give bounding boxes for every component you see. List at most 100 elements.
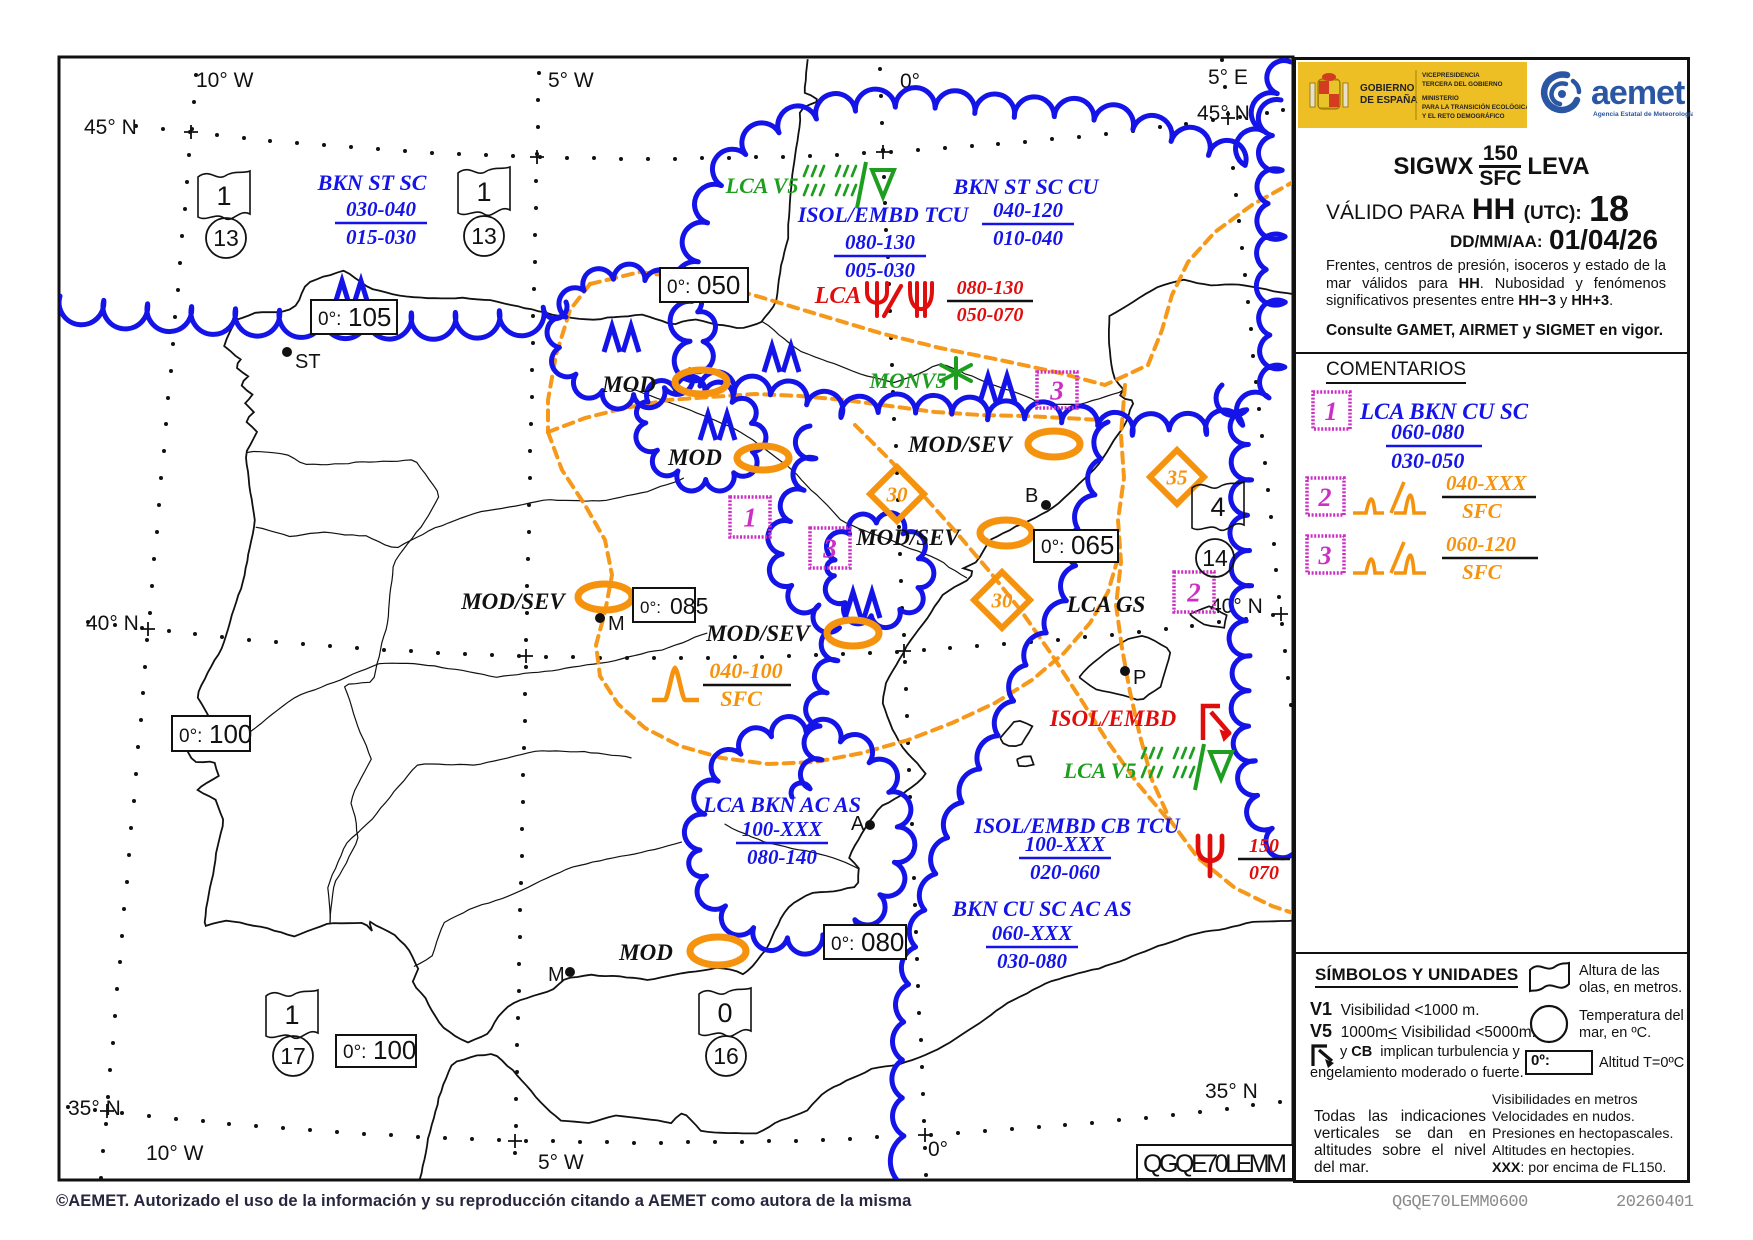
svg-text:35° N: 35° N xyxy=(68,1097,121,1120)
svg-text:020-060: 020-060 xyxy=(1030,860,1100,884)
svg-text:1: 1 xyxy=(743,503,757,533)
svg-text:DE ESPAÑA: DE ESPAÑA xyxy=(1360,93,1418,106)
svg-text:105: 105 xyxy=(348,302,391,332)
svg-text:PARA LA TRANSICIÓN ECOLÓGICA: PARA LA TRANSICIÓN ECOLÓGICA xyxy=(1422,102,1527,111)
svg-text:0°:: 0°: xyxy=(179,726,202,747)
svg-text:M: M xyxy=(548,964,565,986)
svg-text:3: 3 xyxy=(822,534,837,564)
svg-text:LCA BKN CU SC: LCA BKN CU SC xyxy=(1359,399,1529,424)
svg-text:30: 30 xyxy=(991,589,1014,613)
svg-text:35° N: 35° N xyxy=(1205,1080,1258,1103)
svg-text:1: 1 xyxy=(476,177,491,207)
svg-text:MONV5: MONV5 xyxy=(868,368,946,393)
svg-text:2: 2 xyxy=(1318,483,1332,512)
svg-text:3: 3 xyxy=(1049,376,1064,406)
svg-text:B: B xyxy=(1025,485,1038,507)
svg-text:080-130: 080-130 xyxy=(845,230,915,254)
svg-text:080-130: 080-130 xyxy=(957,277,1024,299)
svg-text:0°:: 0°: xyxy=(667,277,690,298)
svg-text:VICEPRESIDENCIA: VICEPRESIDENCIA xyxy=(1422,72,1480,79)
svg-text:015-030: 015-030 xyxy=(346,225,416,249)
svg-text:005-030: 005-030 xyxy=(845,258,915,282)
svg-text:MOD/SEV: MOD/SEV xyxy=(705,621,811,646)
svg-text:0: 0 xyxy=(717,998,732,1028)
svg-text:45° N: 45° N xyxy=(1197,102,1250,125)
svg-text:35: 35 xyxy=(1166,466,1188,490)
svg-text:010-040: 010-040 xyxy=(993,226,1063,250)
svg-text:LCA GS: LCA GS xyxy=(1066,592,1146,617)
svg-text:SFC: SFC xyxy=(1462,560,1503,584)
svg-text:1: 1 xyxy=(216,181,231,211)
svg-text:100: 100 xyxy=(209,719,252,749)
svg-text:050-070: 050-070 xyxy=(957,304,1024,326)
svg-text:070: 070 xyxy=(1249,862,1279,884)
svg-text:13: 13 xyxy=(471,223,497,249)
svg-text:LCA V5: LCA V5 xyxy=(725,173,799,198)
svg-text:1: 1 xyxy=(284,1000,299,1030)
svg-text:MOD/SEV: MOD/SEV xyxy=(460,589,566,614)
svg-text:14: 14 xyxy=(1202,545,1228,571)
svg-text:0°: 0° xyxy=(928,1138,948,1161)
svg-text:5° W: 5° W xyxy=(548,69,594,92)
svg-text:100-XXX: 100-XXX xyxy=(1025,832,1107,856)
svg-text:030-040: 030-040 xyxy=(346,197,416,221)
svg-text:MOD/SEV: MOD/SEV xyxy=(855,525,961,550)
svg-text:Y EL RETO DEMOGRÁFICO: Y EL RETO DEMOGRÁFICO xyxy=(1422,111,1505,120)
svg-text:SFC: SFC xyxy=(1462,499,1503,523)
svg-text:0°:: 0°: xyxy=(640,598,661,617)
svg-text:ST: ST xyxy=(295,351,321,373)
svg-text:TERCERA DEL GOBIERNO: TERCERA DEL GOBIERNO xyxy=(1422,81,1503,88)
svg-text:065: 065 xyxy=(1071,530,1114,560)
svg-text:ISOL/EMBD: ISOL/EMBD xyxy=(1049,706,1177,731)
svg-text:5° W: 5° W xyxy=(538,1151,584,1174)
svg-text:0°:: 0°: xyxy=(1041,537,1064,558)
svg-text:45° N: 45° N xyxy=(84,116,137,139)
svg-text:080: 080 xyxy=(861,927,904,957)
svg-text:5° E: 5° E xyxy=(1208,66,1248,89)
svg-text:2: 2 xyxy=(1186,578,1201,608)
svg-text:030-050: 030-050 xyxy=(1391,448,1464,473)
svg-text:060-080: 060-080 xyxy=(1391,419,1464,444)
svg-text:BKN ST SC: BKN ST SC xyxy=(317,170,427,195)
svg-text:40° N: 40° N xyxy=(86,612,139,635)
svg-text:MOD: MOD xyxy=(618,940,673,965)
svg-text:10° W: 10° W xyxy=(196,69,254,92)
svg-text:4: 4 xyxy=(1210,492,1225,522)
svg-text:100: 100 xyxy=(373,1035,416,1065)
svg-text:MINISTERIO: MINISTERIO xyxy=(1422,95,1459,102)
svg-text:0°:: 0°: xyxy=(831,934,854,955)
svg-text:MOD: MOD xyxy=(601,372,656,397)
svg-text:LCA: LCA xyxy=(814,283,862,309)
svg-text:13: 13 xyxy=(213,225,239,251)
svg-text:0°:: 0°: xyxy=(318,309,341,330)
svg-text:ISOL/EMBD CB TCU: ISOL/EMBD CB TCU xyxy=(973,813,1180,838)
svg-text:040-100: 040-100 xyxy=(709,658,782,683)
svg-text:ISOL/EMBD TCU: ISOL/EMBD TCU xyxy=(797,202,970,227)
svg-text:16: 16 xyxy=(713,1043,739,1069)
svg-text:BKN ST SC CU: BKN ST SC CU xyxy=(953,174,1100,199)
svg-text:050: 050 xyxy=(697,270,740,300)
svg-text:3: 3 xyxy=(1318,541,1332,570)
svg-text:060-120: 060-120 xyxy=(1446,532,1516,556)
svg-text:060-XXX: 060-XXX xyxy=(992,921,1074,945)
svg-text:QGQE70LEMM: QGQE70LEMM xyxy=(1143,1150,1287,1178)
svg-text:030-080: 030-080 xyxy=(997,949,1067,973)
svg-text:150: 150 xyxy=(1249,835,1279,857)
svg-text:Agencia Estatal de Meteorologí: Agencia Estatal de Meteorología xyxy=(1593,111,1693,118)
svg-text:LCA V5: LCA V5 xyxy=(1063,758,1137,783)
svg-text:M: M xyxy=(608,613,625,635)
svg-text:40° N: 40° N xyxy=(1210,595,1263,618)
svg-text:080-140: 080-140 xyxy=(747,845,817,869)
svg-text:GOBIERNO: GOBIERNO xyxy=(1360,83,1415,94)
svg-text:BKN CU SC AC AS: BKN CU SC AC AS xyxy=(951,896,1131,921)
svg-text:LCA BKN AC AS: LCA BKN AC AS xyxy=(702,792,861,817)
svg-text:MOD: MOD xyxy=(667,445,722,470)
svg-text:1: 1 xyxy=(1325,397,1338,426)
svg-text:17: 17 xyxy=(280,1043,306,1069)
svg-text:P: P xyxy=(1133,667,1146,689)
svg-text:A: A xyxy=(851,813,865,835)
svg-text:040-XXX: 040-XXX xyxy=(1446,471,1528,495)
svg-text:SFC: SFC xyxy=(720,686,762,711)
svg-text:MOD/SEV: MOD/SEV xyxy=(907,432,1013,457)
svg-text:085: 085 xyxy=(670,593,708,619)
